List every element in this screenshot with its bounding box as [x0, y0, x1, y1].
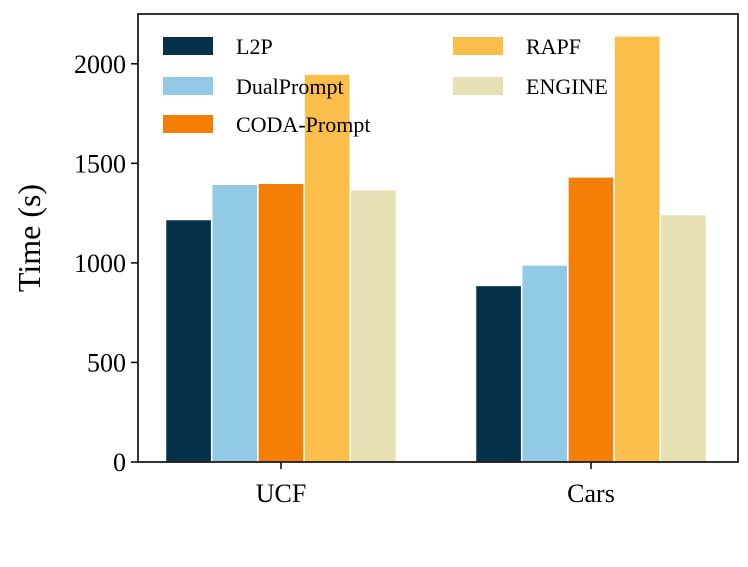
x-tick-label: UCF [256, 479, 307, 508]
legend-swatch-l2p [163, 37, 213, 55]
legend-label-coda-prompt: CODA-Prompt [236, 112, 370, 137]
y-tick-label: 500 [87, 348, 126, 377]
bar-engine-cars [659, 213, 708, 463]
bar-dualprompt-ucf [210, 183, 259, 463]
y-tick-label: 1500 [74, 149, 126, 178]
legend-label-dualprompt: DualPrompt [236, 74, 344, 99]
y-axis: 0 500 1000 1500 2000 [74, 50, 138, 477]
bar-rapf-cars [613, 35, 662, 463]
legend-swatch-engine [453, 77, 503, 95]
bar-dualprompt-cars [520, 264, 569, 463]
legend: L2P DualPrompt CODA-Prompt RAPF ENGINE [163, 34, 608, 137]
y-tick-label: 1000 [74, 249, 126, 278]
legend-swatch-coda-prompt [163, 115, 213, 133]
y-axis-label: Time (s) [11, 184, 47, 292]
bar-engine-ucf [349, 188, 398, 463]
y-tick-label: 0 [113, 448, 126, 477]
bars-layer [164, 35, 708, 463]
bar-l2p-cars [474, 284, 523, 463]
y-tick-label: 2000 [74, 50, 126, 79]
legend-swatch-rapf [453, 37, 503, 55]
axes-frame [137, 13, 739, 463]
bar-coda-prompt-ucf [257, 182, 305, 463]
legend-label-l2p: L2P [236, 34, 273, 59]
bar-rapf-ucf [303, 73, 352, 463]
x-tick-label: Cars [567, 479, 615, 508]
bar-coda-prompt-cars [567, 176, 615, 463]
x-axis: UCF Cars [256, 462, 615, 508]
legend-label-rapf: RAPF [526, 34, 581, 59]
legend-swatch-dualprompt [163, 77, 213, 95]
legend-label-engine: ENGINE [526, 74, 608, 99]
bar-l2p-ucf [164, 218, 213, 463]
